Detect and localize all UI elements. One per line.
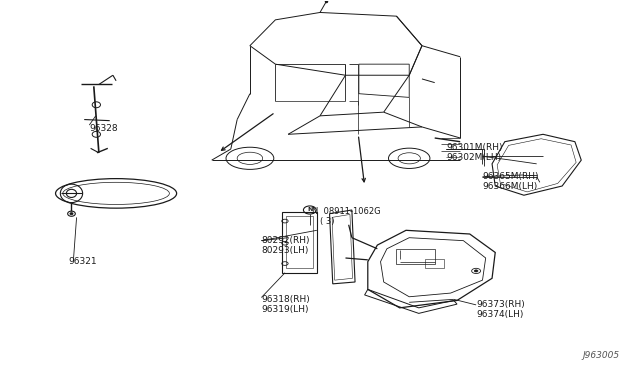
- Text: 96302M(LH): 96302M(LH): [446, 153, 501, 162]
- Text: N: N: [307, 208, 312, 212]
- Text: 96373(RH): 96373(RH): [476, 300, 525, 310]
- Text: 96301M(RH): 96301M(RH): [446, 143, 502, 152]
- Text: 96374(LH): 96374(LH): [476, 310, 524, 319]
- Text: 96318(RH): 96318(RH): [261, 295, 310, 304]
- Ellipse shape: [474, 270, 478, 272]
- Bar: [425, 259, 444, 268]
- Text: N  08911-1062G: N 08911-1062G: [312, 206, 381, 216]
- Text: 96365M(RH): 96365M(RH): [483, 172, 539, 181]
- Bar: [396, 249, 435, 263]
- Text: J963005: J963005: [582, 350, 620, 359]
- Ellipse shape: [70, 212, 73, 215]
- Text: 80292(RH): 80292(RH): [261, 236, 310, 245]
- Text: 96321: 96321: [68, 257, 97, 266]
- Text: ( 3): ( 3): [320, 217, 335, 225]
- Text: 80293(LH): 80293(LH): [261, 246, 308, 255]
- Text: 96328: 96328: [90, 124, 118, 133]
- Text: 96319(LH): 96319(LH): [261, 305, 309, 314]
- Text: 96366M(LH): 96366M(LH): [483, 182, 538, 191]
